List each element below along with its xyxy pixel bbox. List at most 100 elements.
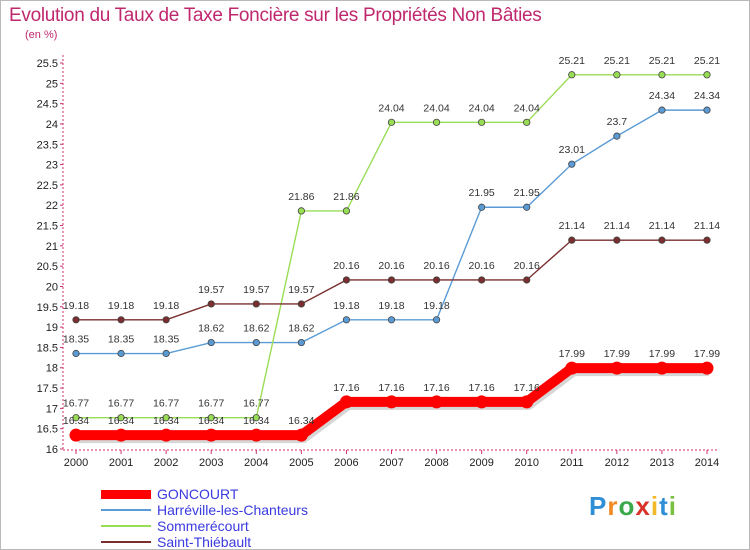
brand-logo: Proxiti	[589, 491, 677, 522]
data-label: 21.86	[288, 191, 314, 203]
data-point	[342, 276, 351, 284]
data-point	[297, 338, 305, 347]
data-point	[387, 276, 396, 284]
y-tick-label: 24.5	[37, 99, 58, 111]
data-point	[385, 395, 398, 409]
y-tick-label: 19	[46, 322, 58, 334]
data-label: 17.16	[423, 382, 449, 394]
data-point	[613, 236, 621, 244]
brand-letter: r	[607, 491, 619, 521]
x-tick-label: 2006	[334, 457, 358, 469]
y-tick-label: 22.5	[37, 180, 58, 192]
brand-letter: o	[618, 491, 636, 521]
data-point	[478, 203, 486, 211]
data-point	[523, 276, 531, 284]
data-label: 24.34	[694, 90, 720, 102]
data-point	[114, 428, 128, 442]
data-label: 20.16	[423, 260, 449, 272]
data-point	[117, 316, 125, 324]
data-label: 25.21	[694, 55, 720, 67]
unit-label: (en %)	[25, 29, 58, 41]
data-label: 25.21	[604, 55, 630, 67]
data-label: 16.77	[198, 398, 224, 410]
y-tick-label: 23.5	[37, 139, 58, 151]
data-point	[610, 361, 624, 375]
x-tick-label: 2005	[289, 457, 313, 469]
data-label: 19.18	[333, 300, 359, 312]
data-point	[568, 160, 576, 168]
data-point	[342, 207, 351, 215]
data-label: 21.14	[604, 220, 630, 232]
data-label: 19.57	[243, 284, 269, 296]
data-label: 21.14	[694, 220, 720, 232]
data-point	[162, 316, 170, 324]
x-tick-label: 2008	[424, 457, 448, 469]
y-tick-label: 25	[46, 78, 58, 90]
data-label: 18.62	[243, 323, 269, 335]
data-point	[159, 428, 173, 442]
data-point	[430, 395, 444, 409]
data-label: 17.16	[378, 382, 404, 394]
data-point	[252, 300, 260, 308]
brand-letter: i	[668, 491, 677, 521]
data-point	[72, 349, 80, 358]
legend-swatch	[101, 490, 151, 499]
x-tick-label: 2012	[605, 457, 629, 469]
data-label: 16.77	[243, 398, 269, 410]
data-label: 21.14	[559, 220, 585, 232]
data-label: 19.57	[198, 284, 224, 296]
data-point	[475, 395, 489, 409]
data-point	[207, 414, 215, 422]
data-point	[387, 118, 396, 126]
legend-item: Sommerécourt	[101, 518, 401, 534]
data-label: 17.99	[604, 348, 630, 360]
legend-swatch	[101, 541, 151, 543]
legend-swatch	[101, 525, 151, 527]
data-label: 20.16	[333, 260, 359, 272]
data-point	[478, 118, 486, 126]
brand-letter: i	[650, 491, 660, 521]
y-tick-label: 16	[46, 444, 58, 456]
data-point	[117, 414, 125, 422]
data-label: 19.57	[288, 284, 314, 296]
data-point	[432, 316, 441, 324]
y-tick-label: 20	[46, 281, 58, 293]
y-tick-label: 21.5	[37, 221, 58, 233]
data-point	[72, 414, 80, 422]
data-label: 24.04	[514, 102, 540, 114]
data-point	[613, 71, 621, 79]
data-label: 16.34	[63, 415, 89, 427]
data-label: 23.01	[559, 144, 585, 156]
data-point	[658, 236, 666, 244]
data-point	[703, 106, 711, 114]
data-point	[69, 428, 83, 442]
data-point	[565, 361, 579, 375]
y-tick-label: 23	[46, 160, 58, 172]
data-label: 18.35	[108, 334, 134, 346]
data-label: 25.21	[559, 55, 585, 67]
legend-label: Harréville-les-Chanteurs	[157, 502, 308, 518]
data-point	[294, 428, 308, 442]
x-tick-label: 2009	[469, 457, 493, 469]
x-tick-label: 2014	[695, 457, 719, 469]
brand-letter: P	[589, 491, 608, 521]
data-point	[520, 395, 534, 409]
legend-swatch	[101, 509, 151, 511]
data-label: 17.16	[469, 382, 495, 394]
data-point	[568, 71, 576, 79]
data-label: 19.18	[153, 300, 179, 312]
data-point	[387, 316, 396, 324]
legend-label: Sommerécourt	[157, 518, 249, 534]
legend: GONCOURT Harréville-les-Chanteurs Sommeréc…	[101, 486, 401, 550]
data-point	[703, 236, 711, 244]
data-label: 16.34	[243, 415, 269, 427]
data-point	[162, 349, 170, 358]
data-label: 24.34	[649, 90, 675, 102]
data-label: 17.99	[649, 348, 675, 360]
brand-letter: t	[659, 491, 669, 521]
data-label: 17.99	[559, 348, 585, 360]
x-tick-label: 2010	[514, 457, 538, 469]
data-label: 16.34	[198, 415, 224, 427]
data-label: 21.95	[469, 187, 495, 199]
